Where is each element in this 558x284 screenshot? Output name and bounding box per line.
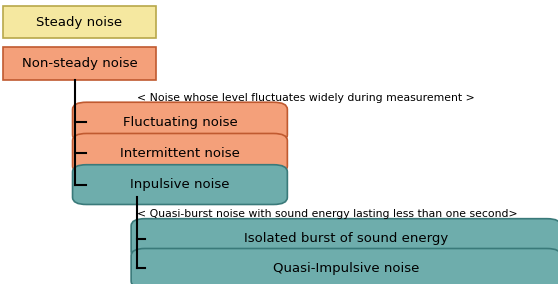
- FancyBboxPatch shape: [3, 47, 156, 80]
- FancyBboxPatch shape: [131, 219, 558, 258]
- FancyBboxPatch shape: [73, 133, 287, 173]
- Text: Inpulsive noise: Inpulsive noise: [130, 178, 230, 191]
- Text: < Noise whose level fluctuates widely during measurement >: < Noise whose level fluctuates widely du…: [137, 93, 474, 103]
- FancyBboxPatch shape: [131, 248, 558, 284]
- FancyBboxPatch shape: [73, 165, 287, 204]
- Text: Isolated burst of sound energy: Isolated burst of sound energy: [244, 232, 448, 245]
- FancyBboxPatch shape: [3, 6, 156, 38]
- Text: Steady noise: Steady noise: [36, 16, 123, 28]
- Text: < Quasi-burst noise with sound energy lasting less than one second>: < Quasi-burst noise with sound energy la…: [137, 209, 517, 220]
- Text: Intermittent noise: Intermittent noise: [120, 147, 240, 160]
- Text: Quasi-Impulsive noise: Quasi-Impulsive noise: [273, 262, 419, 275]
- Text: Fluctuating noise: Fluctuating noise: [123, 116, 237, 129]
- Text: Non-steady noise: Non-steady noise: [22, 57, 137, 70]
- FancyBboxPatch shape: [73, 102, 287, 142]
